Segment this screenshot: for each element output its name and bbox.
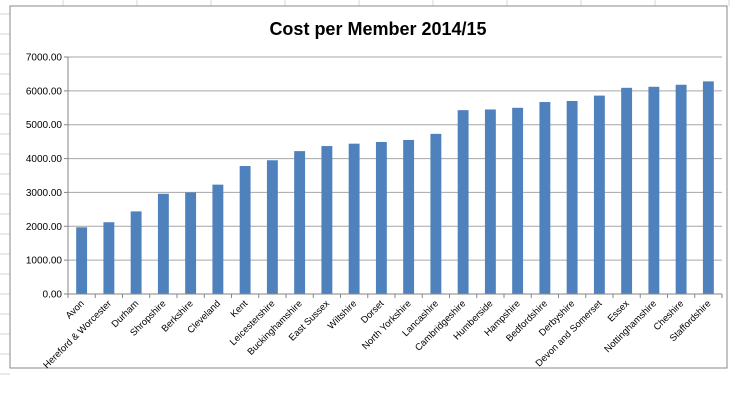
- y-tick-label: 7000.00: [26, 53, 63, 64]
- bar[interactable]: [103, 222, 115, 294]
- bar[interactable]: [430, 133, 442, 294]
- bar[interactable]: [403, 139, 415, 294]
- bar[interactable]: [294, 151, 306, 294]
- y-tick-label: 1000.00: [26, 256, 63, 267]
- bar[interactable]: [512, 107, 524, 295]
- bar[interactable]: [484, 109, 496, 294]
- bars: [76, 81, 714, 295]
- bar[interactable]: [266, 160, 278, 294]
- bar[interactable]: [348, 143, 360, 294]
- bar[interactable]: [621, 87, 633, 294]
- y-axis-tick-labels: 0.00 1000.00 2000.00 3000.00 4000.00 5000.00 6…: [26, 53, 63, 301]
- bar[interactable]: [702, 81, 714, 295]
- chart-area[interactable]: [9, 5, 728, 369]
- bar[interactable]: [76, 227, 88, 294]
- axes: [64, 56, 723, 298]
- bar[interactable]: [593, 95, 605, 295]
- bar[interactable]: [321, 146, 333, 294]
- y-tick-label: 4000.00: [26, 154, 63, 165]
- bar[interactable]: [375, 141, 387, 294]
- y-tick-label: 0.00: [43, 290, 63, 301]
- bar[interactable]: [539, 102, 551, 294]
- y-tick-label: 2000.00: [26, 222, 63, 233]
- y-tick-label: 5000.00: [26, 120, 63, 131]
- bar[interactable]: [457, 110, 469, 294]
- y-tick-label: 6000.00: [26, 86, 63, 97]
- bar[interactable]: [212, 184, 224, 294]
- bar[interactable]: [566, 101, 578, 294]
- bar[interactable]: [675, 84, 687, 295]
- y-tick-label: 3000.00: [26, 188, 63, 199]
- bar[interactable]: [157, 193, 169, 294]
- bar[interactable]: [130, 211, 142, 294]
- gridlines: [68, 56, 722, 261]
- bar[interactable]: [648, 86, 660, 295]
- bar[interactable]: [239, 166, 251, 294]
- chart-title: Cost per Member 2014/15: [269, 19, 486, 39]
- bar[interactable]: [185, 192, 197, 294]
